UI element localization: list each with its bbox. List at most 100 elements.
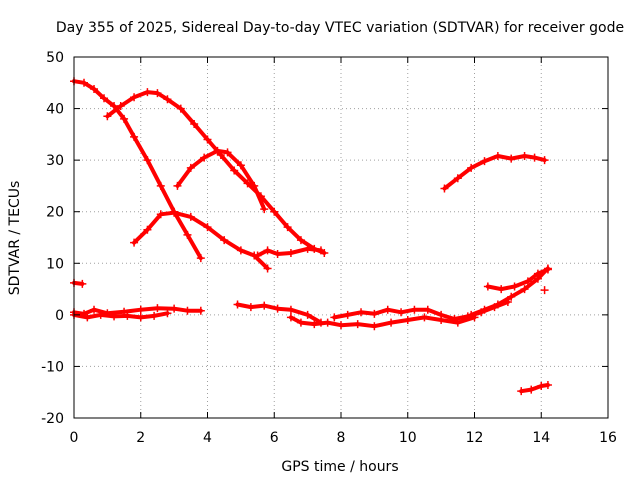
data-point (83, 313, 92, 322)
data-point (123, 311, 132, 320)
data-point (296, 236, 305, 245)
y-tick-label: 30 (46, 153, 64, 169)
x-tick-label: 14 (532, 430, 550, 446)
y-tick-label: 10 (46, 256, 64, 272)
series-track-p (540, 286, 549, 295)
series-track-n (517, 380, 552, 396)
data-point (507, 154, 516, 163)
data-point (263, 264, 272, 273)
data-point (183, 230, 192, 239)
data-point (130, 132, 139, 141)
data-point (200, 153, 209, 162)
data-point (136, 313, 145, 322)
data-point (423, 305, 432, 314)
data-point (316, 246, 325, 255)
x-tick-label: 0 (70, 430, 79, 446)
data-series (70, 77, 552, 396)
data-point (543, 265, 552, 274)
data-point (370, 322, 379, 331)
data-point (283, 223, 292, 232)
data-point (153, 89, 162, 98)
data-point (480, 305, 489, 314)
x-tick-label: 12 (466, 430, 484, 446)
data-point (260, 301, 269, 310)
data-point (530, 153, 539, 162)
series-track-f (70, 304, 205, 318)
y-tick-label: 0 (55, 308, 64, 324)
y-axis-label: SDTVAR / TECUs (7, 181, 23, 296)
y-tick-label: -20 (41, 411, 64, 427)
data-point (96, 310, 105, 319)
data-point (90, 305, 99, 314)
data-point (453, 174, 462, 183)
series-line (105, 90, 327, 255)
y-tick-label: 20 (46, 205, 64, 221)
data-point (170, 304, 179, 313)
data-point (186, 163, 195, 172)
data-point (450, 314, 459, 323)
data-point (330, 313, 339, 322)
series-track-o (70, 278, 87, 288)
data-point (260, 205, 269, 214)
data-point (246, 303, 255, 312)
data-point (403, 316, 412, 325)
data-point (397, 308, 406, 317)
data-point (156, 210, 165, 219)
data-point (203, 223, 212, 232)
chart-title: Day 355 of 2025, Sidereal Day-to-day VTE… (56, 20, 624, 36)
data-point (467, 163, 476, 172)
x-axis-label: GPS time / hours (281, 459, 398, 475)
data-point (143, 88, 152, 97)
data-point (196, 306, 205, 315)
series-track-m (440, 152, 549, 193)
data-point (527, 385, 536, 394)
data-point (480, 157, 489, 166)
data-point (286, 305, 295, 314)
data-point (236, 246, 245, 255)
data-point (163, 95, 172, 104)
data-point (440, 184, 449, 193)
data-point (410, 305, 419, 314)
series-line (72, 79, 203, 261)
data-point (80, 78, 89, 87)
data-point (253, 251, 262, 260)
data-point (233, 300, 242, 309)
y-tick-label: 40 (46, 102, 64, 118)
data-point (236, 161, 245, 170)
data-point (540, 286, 549, 295)
series-track-i (286, 313, 479, 331)
data-point (183, 306, 192, 315)
data-point (437, 310, 446, 319)
data-point (223, 148, 232, 157)
data-point (357, 308, 366, 317)
data-point (273, 304, 282, 313)
series-line (442, 154, 547, 191)
data-point (143, 225, 152, 234)
data-point (220, 236, 229, 245)
axis-ticks: 0 2 4 6 8 10 12 14 16 -20 -10 0 10 20 30 40 50 (41, 50, 617, 446)
data-point (143, 156, 152, 165)
data-point (250, 181, 259, 190)
data-point (520, 285, 529, 294)
series-track-b (103, 88, 329, 257)
data-point (493, 300, 502, 309)
data-point (110, 312, 119, 321)
data-point (353, 320, 362, 329)
data-point (286, 248, 295, 257)
data-point (533, 269, 542, 278)
data-point (150, 311, 159, 320)
data-point (343, 310, 352, 319)
data-point (517, 387, 526, 396)
y-tick-label: -10 (41, 359, 64, 375)
data-point (130, 238, 139, 247)
data-point (170, 208, 179, 217)
data-point (100, 94, 109, 103)
data-point (153, 304, 162, 313)
data-point (103, 112, 112, 121)
data-point (130, 93, 139, 102)
series-track-e (253, 244, 325, 260)
data-point (163, 309, 172, 318)
data-point (387, 318, 396, 327)
data-point (176, 104, 185, 113)
